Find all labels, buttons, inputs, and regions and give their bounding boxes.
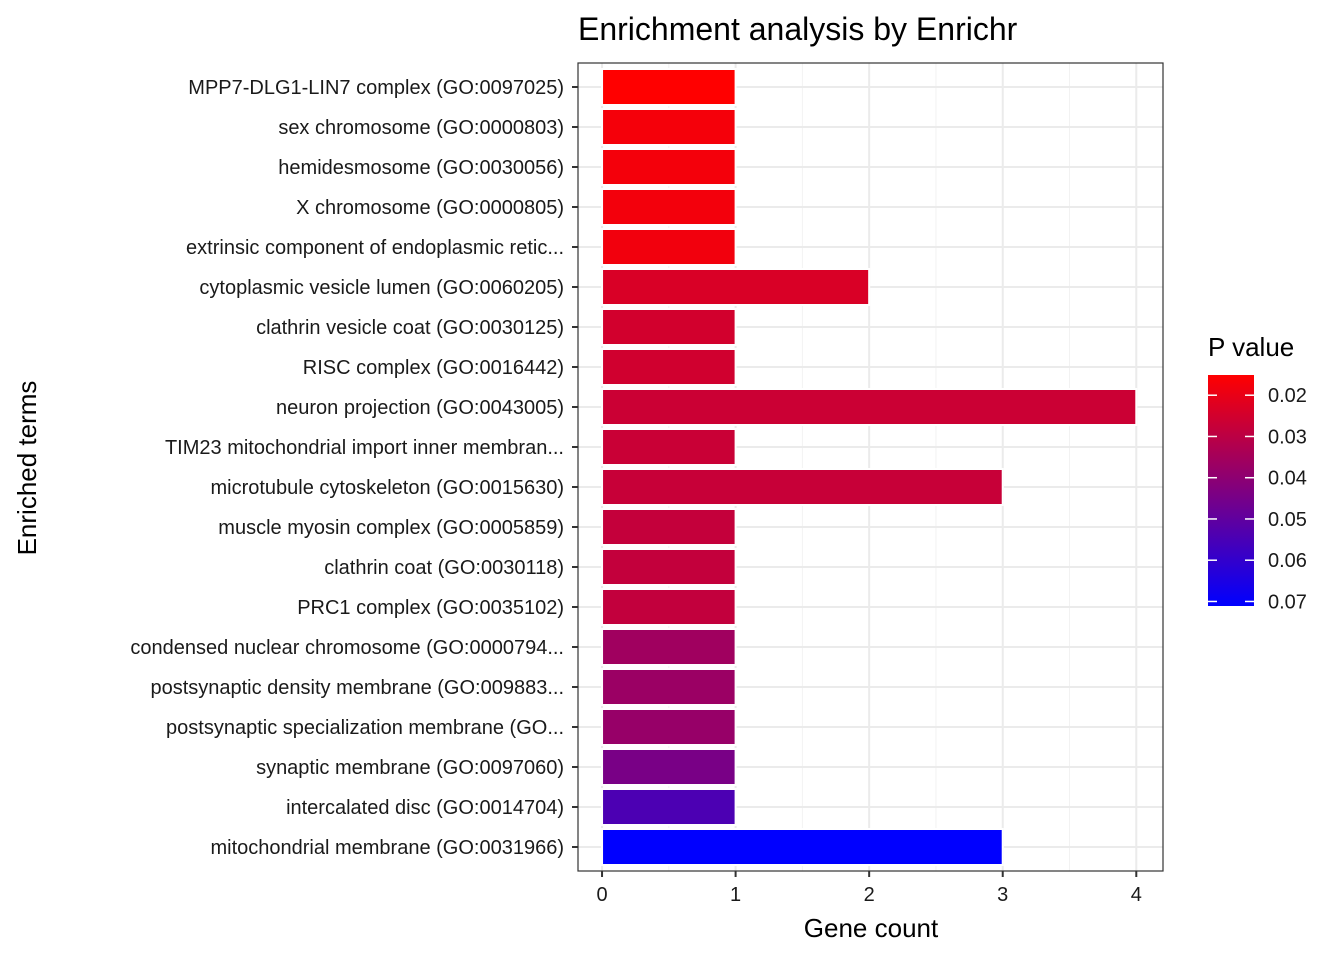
bar	[601, 508, 737, 546]
bar	[601, 428, 737, 466]
y-tick-label: extrinsic component of endoplasmic retic…	[186, 237, 564, 259]
legend-label: 0.07	[1268, 591, 1307, 613]
chart-title: Enrichment analysis by Enrichr	[578, 11, 1018, 47]
legend-label: 0.03	[1268, 426, 1307, 448]
bar	[601, 788, 737, 826]
y-tick-label: neuron projection (GO:0043005)	[276, 397, 564, 419]
x-tick-label: 3	[997, 884, 1008, 906]
plot-area: MPP7-DLG1-LIN7 complex (GO:0097025) sex c…	[130, 62, 1164, 906]
y-tick-label: muscle myosin complex (GO:0005859)	[218, 517, 564, 539]
x-axis-title: Gene count	[804, 913, 939, 943]
x-tick-label: 4	[1131, 884, 1142, 906]
bar	[601, 668, 737, 706]
bar	[601, 348, 737, 386]
x-tick-label: 1	[730, 884, 741, 906]
y-tick-label: microtubule cytoskeleton (GO:0015630)	[210, 477, 564, 499]
bar	[601, 628, 737, 666]
y-tick-label: synaptic membrane (GO:0097060)	[256, 757, 564, 779]
bar	[601, 388, 1138, 426]
bar	[601, 588, 737, 626]
bar	[601, 228, 737, 266]
y-tick-label: postsynaptic specialization membrane (GO…	[166, 717, 564, 739]
y-tick-label: mitochondrial membrane (GO:0031966)	[210, 837, 564, 859]
bar	[601, 748, 737, 786]
y-tick-label: sex chromosome (GO:0000803)	[278, 117, 564, 139]
bar	[601, 148, 737, 186]
y-tick-label: clathrin vesicle coat (GO:0030125)	[256, 317, 564, 339]
bar	[601, 68, 737, 106]
y-tick-label: hemidesmosome (GO:0030056)	[278, 157, 564, 179]
y-tick-label: postsynaptic density membrane (GO:009883…	[150, 677, 564, 699]
legend-label: 0.06	[1268, 550, 1307, 572]
bar	[601, 108, 737, 146]
x-tick-label: 2	[864, 884, 875, 906]
colorbar	[1208, 375, 1254, 606]
y-axis-title: Enriched terms	[12, 381, 42, 556]
panel-border	[577, 62, 1164, 872]
legend-label: 0.05	[1268, 509, 1307, 531]
bar	[601, 548, 737, 586]
legend-title: P value	[1208, 332, 1294, 362]
legend-label: 0.04	[1268, 468, 1307, 490]
bar	[601, 468, 1004, 506]
x-tick-label: 0	[596, 884, 607, 906]
bar	[601, 708, 737, 746]
y-tick-label: clathrin coat (GO:0030118)	[324, 557, 564, 579]
y-tick-label: condensed nuclear chromosome (GO:0000794…	[130, 637, 564, 659]
y-tick-label: MPP7-DLG1-LIN7 complex (GO:0097025)	[188, 77, 564, 99]
y-tick-label: intercalated disc (GO:0014704)	[286, 797, 564, 819]
y-tick-label: cytoplasmic vesicle lumen (GO:0060205)	[199, 277, 564, 299]
y-tick-label: TIM23 mitochondrial import inner membran…	[165, 437, 564, 459]
y-tick-label: RISC complex (GO:0016442)	[303, 357, 564, 379]
y-tick-label: X chromosome (GO:0000805)	[296, 197, 564, 219]
legend-label: 0.02	[1268, 385, 1307, 407]
legend: 0.02 0.03 0.04 0.05 0.06 0.07	[1208, 375, 1307, 613]
bar	[601, 828, 1004, 866]
bar	[601, 308, 737, 346]
y-tick-label: PRC1 complex (GO:0035102)	[297, 597, 564, 619]
bar	[601, 188, 737, 226]
bar	[601, 268, 871, 306]
